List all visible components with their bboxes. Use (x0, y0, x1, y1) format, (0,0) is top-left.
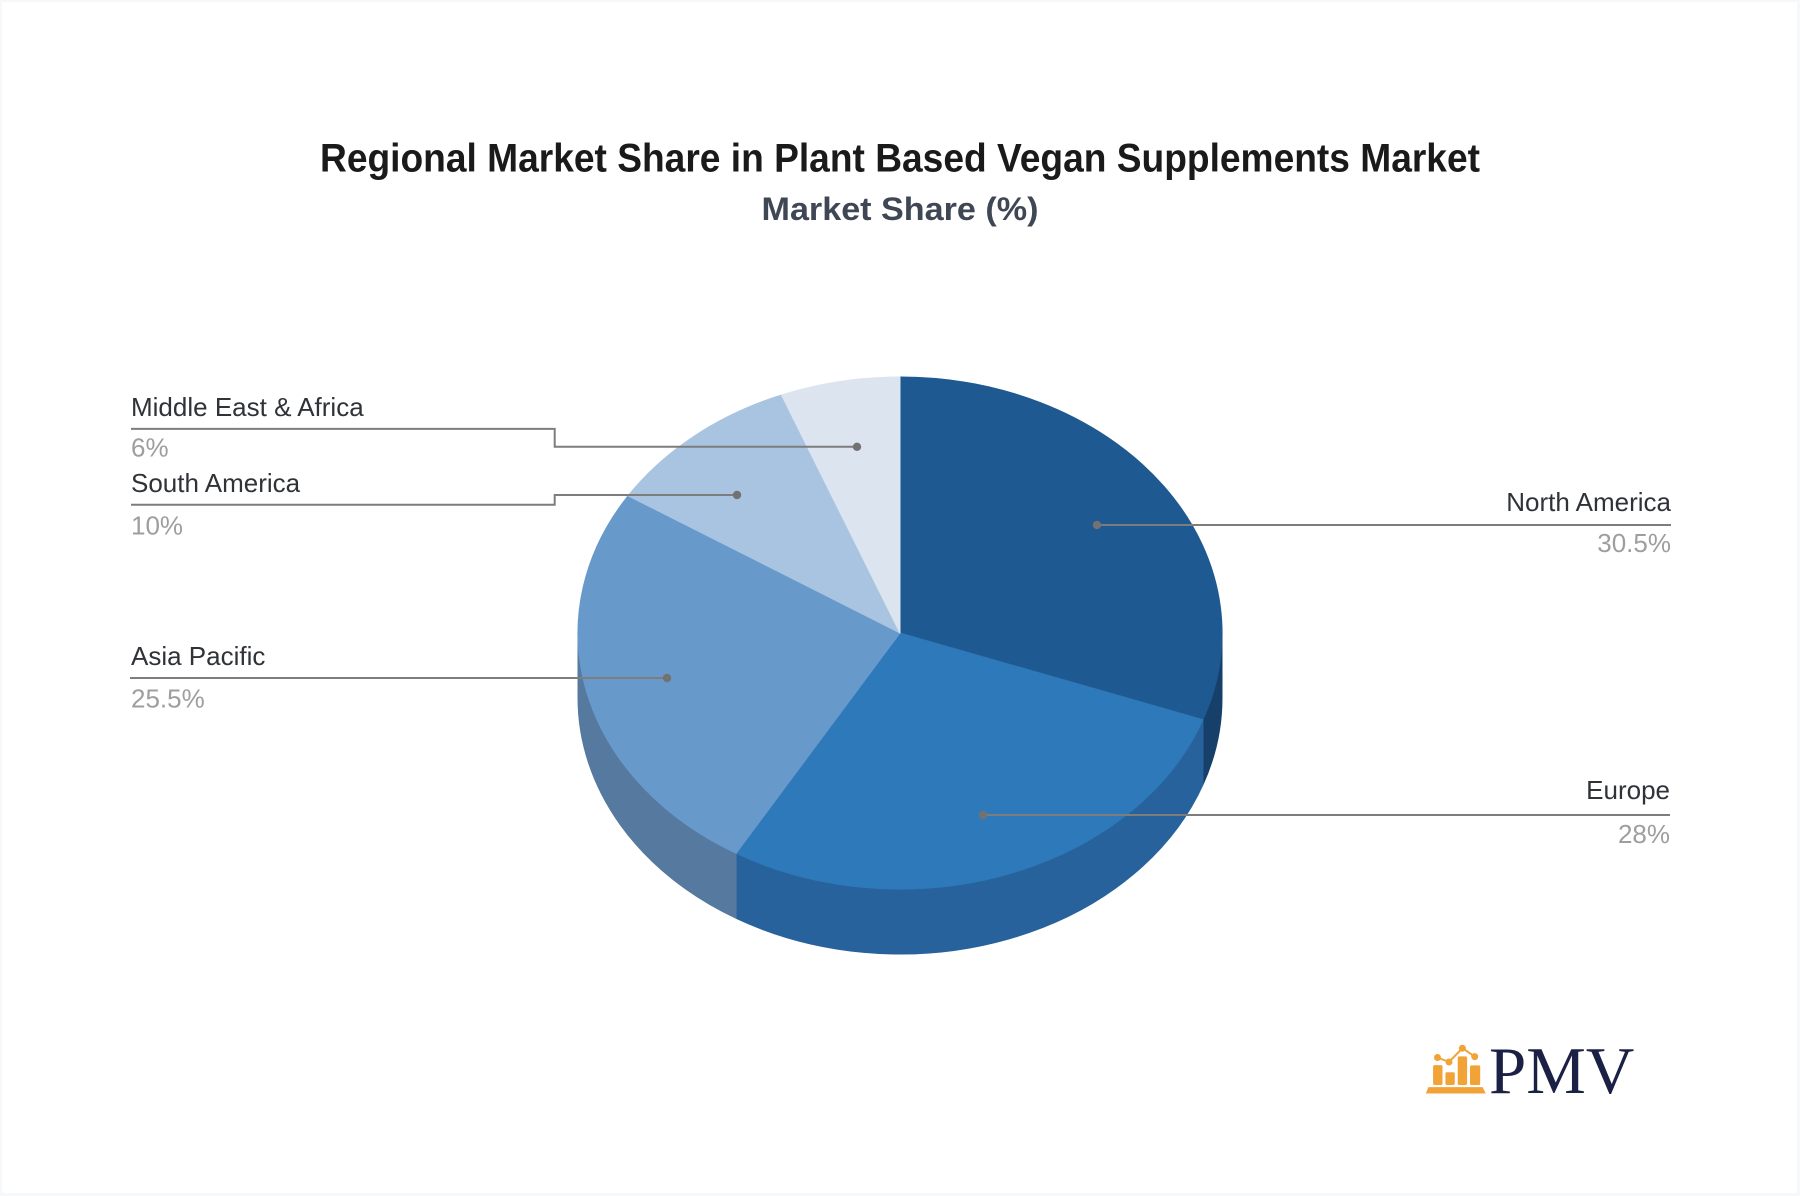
svg-text:28%: 28% (1618, 819, 1670, 849)
svg-text:PMV: PMV (1489, 1034, 1634, 1108)
svg-text:Market Share (%): Market Share (%) (762, 191, 1039, 227)
svg-text:10%: 10% (131, 511, 183, 541)
svg-text:30.5%: 30.5% (1597, 528, 1671, 558)
svg-text:Europe: Europe (1586, 775, 1670, 805)
svg-text:Middle East & Africa: Middle East & Africa (131, 392, 364, 422)
svg-text:North America: North America (1506, 487, 1671, 517)
svg-text:Regional Market Share in Plant: Regional Market Share in Plant Based Veg… (320, 137, 1480, 181)
svg-text:6%: 6% (131, 433, 169, 463)
svg-text:25.5%: 25.5% (131, 684, 205, 714)
svg-text:South America: South America (131, 468, 301, 498)
svg-text:Asia Pacific: Asia Pacific (131, 641, 265, 671)
